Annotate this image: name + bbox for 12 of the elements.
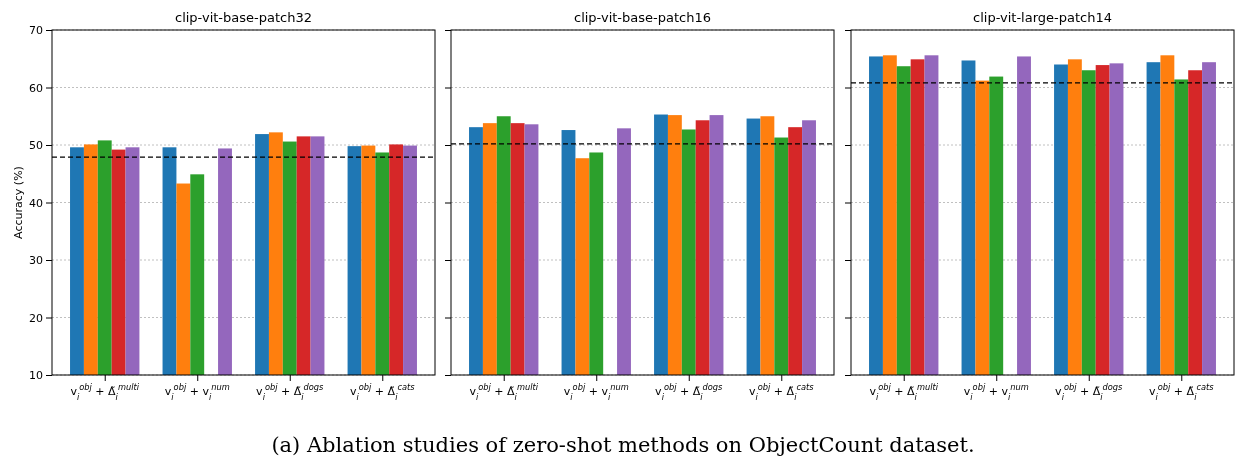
y-axis-title: Accuracy (%) [12, 166, 25, 239]
chart-title: clip-vit-base-patch32 [175, 10, 312, 25]
y-tick-label: 20 [29, 311, 43, 325]
y-tick-label: 30 [29, 254, 43, 268]
y-tick-label: 10 [29, 369, 43, 383]
chart-title: clip-vit-base-patch16 [574, 10, 711, 25]
text: (a) Ablation studies of zero-shot methods on ObjectCount dataset. [271, 433, 975, 457]
y-tick-label: 60 [29, 81, 43, 95]
y-tick-label: 40 [29, 196, 43, 210]
chart-title: clip-vit-large-patch14 [973, 10, 1112, 25]
y-tick-label: 50 [29, 139, 43, 153]
y-tick-label: 70 [29, 24, 43, 38]
